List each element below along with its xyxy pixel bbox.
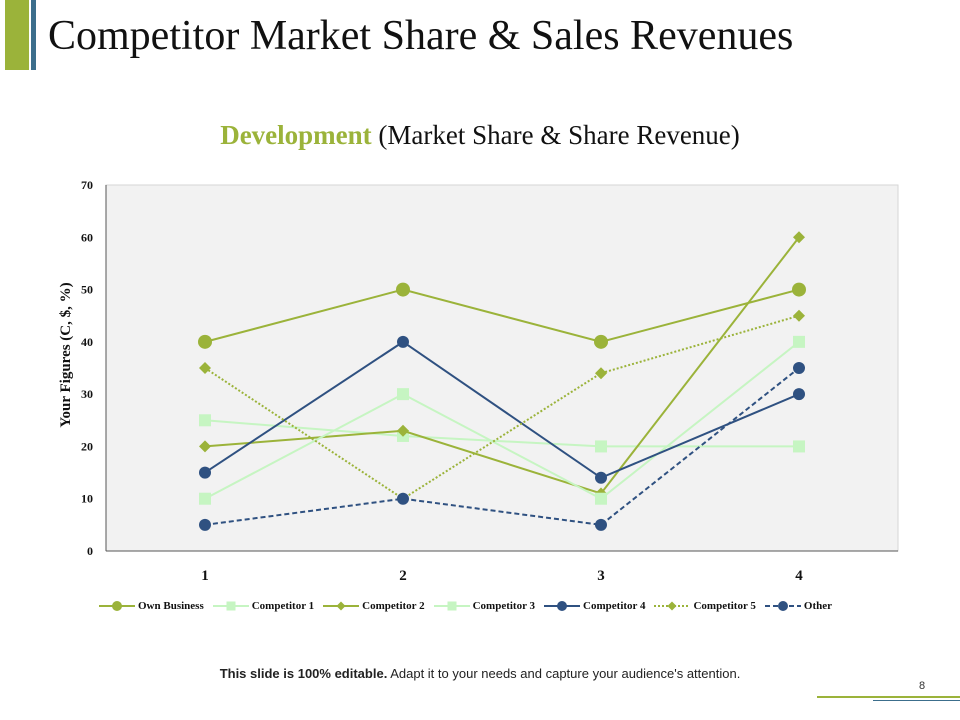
- legend-label: Competitor 3: [472, 600, 536, 612]
- y-tick-label: 20: [81, 439, 93, 453]
- legend-item-other: Other: [764, 600, 832, 612]
- y-tick-label: 70: [81, 178, 93, 192]
- chart-heading-highlight: Development: [220, 120, 372, 150]
- series-other: [199, 362, 805, 531]
- legend-item-own-business: Own Business: [98, 600, 204, 612]
- data-point-competitor-2: [199, 440, 211, 453]
- legend-label: Competitor 1: [251, 600, 315, 612]
- series-line-competitor-2: [204, 236, 800, 495]
- data-point-other: [595, 518, 607, 531]
- legend-swatch-marker: [226, 601, 236, 611]
- chart-heading-rest: (Market Share & Share Revenue): [371, 120, 740, 150]
- data-point-other: [199, 518, 211, 531]
- series-competitor-3: [199, 335, 805, 505]
- data-point-competitor-3: [397, 388, 409, 401]
- data-point-competitor-3: [793, 335, 805, 348]
- legend-swatch-marker: [667, 601, 677, 611]
- x-tick-label: 4: [795, 568, 803, 584]
- data-point-competitor-2: [793, 231, 805, 244]
- series-line-own-business: [204, 288, 800, 343]
- legend-item-competitor-4: Competitor 4: [543, 600, 645, 612]
- legend-label: Competitor 2: [362, 600, 425, 612]
- legend-swatch-marker: [557, 601, 568, 611]
- data-point-competitor-3: [595, 492, 607, 505]
- legend-label: Other: [803, 600, 833, 612]
- footer-note[interactable]: This slide is 100% editable. Adapt it to…: [0, 666, 960, 681]
- title-accent-bar-green: [5, 0, 29, 70]
- series-competitor-4: [199, 335, 805, 484]
- line-chart[interactable]: 0 10 20 30 40 50 60 70 1 2 3 4 Your Figures (C, $, %…: [0, 170, 960, 590]
- data-point-competitor-5: [595, 367, 607, 380]
- data-point-own-business: [594, 334, 608, 349]
- x-tick-label: 3: [597, 568, 605, 584]
- series-line-competitor-1: [204, 419, 799, 448]
- footer-line-teal: [873, 700, 960, 701]
- series-line-other: [204, 367, 800, 526]
- footer-note-rest: Adapt it to your needs and capture your …: [387, 666, 741, 681]
- legend-swatch: [433, 601, 470, 611]
- y-tick-label: 40: [81, 335, 93, 349]
- y-tick-label: 0: [87, 544, 93, 558]
- legend-swatch: [544, 601, 581, 611]
- legend-swatch: [99, 601, 135, 611]
- data-point-competitor-1: [793, 440, 805, 453]
- legend-swatch-marker: [336, 601, 346, 611]
- plot-area: [105, 184, 899, 552]
- legend-item-competitor-5: Competitor 5: [653, 600, 756, 612]
- legend-swatch-marker: [777, 601, 788, 611]
- series-own-business: [198, 282, 806, 349]
- data-point-other: [793, 362, 805, 374]
- x-tick-label: 1: [201, 568, 209, 584]
- legend-item-competitor-3: Competitor 3: [433, 600, 535, 612]
- legend-item-competitor-1: Competitor 1: [212, 600, 314, 612]
- data-point-competitor-2: [397, 424, 409, 437]
- legend-swatch: [764, 601, 801, 611]
- y-tick-label: 30: [81, 387, 93, 401]
- footer-note-bold: This slide is 100% editable.: [219, 666, 388, 681]
- legend-label: Competitor 4: [583, 600, 646, 612]
- legend-label: Own Business: [138, 600, 204, 612]
- data-point-other: [397, 492, 409, 505]
- data-point-competitor-1: [199, 414, 211, 427]
- y-tick-label: 50: [81, 283, 93, 297]
- slide-title[interactable]: Competitor Market Share & Sales Revenues: [48, 13, 794, 59]
- y-axis-title: Your Figures (C, $, %): [58, 282, 74, 427]
- data-point-competitor-5: [199, 362, 211, 374]
- chart-legend: Own Business Competitor 1 Competitor 2 Comp…: [98, 596, 898, 616]
- y-tick-label: 10: [81, 492, 93, 506]
- y-tick-label: 60: [81, 230, 93, 244]
- data-point-competitor-4: [595, 471, 607, 484]
- series-line-competitor-3: [204, 341, 800, 500]
- legend-item-competitor-2: Competitor 2: [322, 600, 425, 612]
- legend-swatch-marker: [112, 601, 122, 611]
- footer-line-green: [817, 696, 960, 698]
- data-point-competitor-5: [793, 309, 805, 322]
- legend-label: Competitor 5: [693, 600, 756, 612]
- title-accent-bar-teal: [31, 0, 36, 70]
- data-point-own-business: [792, 282, 806, 297]
- x-tick-label: 2: [399, 568, 407, 584]
- data-point-own-business: [396, 282, 410, 297]
- legend-swatch: [323, 601, 360, 611]
- data-point-competitor-3: [199, 492, 211, 505]
- data-point-competitor-4: [199, 466, 211, 479]
- legend-swatch: [212, 601, 249, 611]
- data-point-competitor-4: [793, 388, 805, 401]
- data-point-competitor-1: [595, 440, 607, 453]
- data-point-own-business: [198, 334, 212, 349]
- page-number: 8: [918, 680, 926, 692]
- data-point-competitor-4: [397, 335, 409, 348]
- legend-swatch: [654, 601, 691, 611]
- legend-swatch-marker: [447, 601, 457, 611]
- chart-heading[interactable]: Development (Market Share & Share Revenu…: [0, 120, 960, 151]
- series-line-competitor-4: [204, 340, 800, 479]
